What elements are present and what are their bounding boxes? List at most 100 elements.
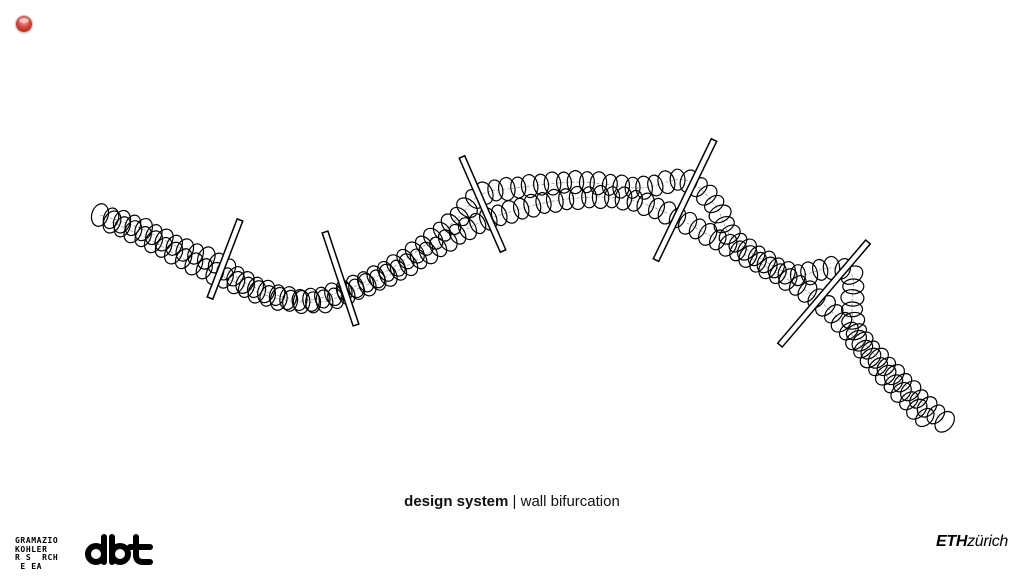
brick — [840, 301, 864, 318]
brick — [876, 356, 897, 377]
logo-line-1: GRAMAZIO — [15, 536, 59, 545]
brick — [842, 278, 865, 295]
logo-line-4: E EA — [15, 561, 43, 571]
brick — [647, 174, 664, 197]
brick — [369, 269, 387, 291]
brick — [830, 311, 853, 333]
brick — [581, 186, 598, 209]
brick — [543, 171, 562, 196]
brick — [558, 188, 575, 211]
support-plate — [458, 154, 507, 254]
brick — [366, 265, 386, 289]
brick — [302, 287, 320, 312]
brick — [292, 289, 311, 315]
record-button[interactable] — [16, 16, 32, 32]
brick — [738, 245, 758, 268]
brick — [868, 357, 888, 377]
brick — [777, 260, 796, 285]
brick — [226, 270, 246, 295]
eth-logo-rest: zürich — [967, 533, 1008, 550]
brick — [890, 381, 912, 403]
brick — [769, 263, 787, 285]
brick — [523, 193, 542, 218]
logo-line-2: KOHLER — [15, 544, 48, 554]
support-plate — [776, 239, 872, 349]
brick — [838, 321, 859, 341]
brick — [409, 248, 428, 270]
brick — [840, 289, 865, 307]
brick — [545, 188, 564, 213]
brick — [386, 254, 406, 277]
brick — [788, 275, 807, 296]
brick — [357, 273, 377, 297]
brick — [718, 233, 738, 257]
brick — [853, 339, 874, 359]
brick — [268, 284, 286, 307]
support-plate — [321, 230, 360, 327]
caption-rest: wall bifurcation — [520, 493, 620, 510]
brick — [811, 258, 829, 281]
brick — [259, 285, 277, 307]
brick — [196, 246, 216, 270]
brick — [520, 174, 539, 199]
brick — [883, 374, 904, 394]
brick — [568, 185, 587, 211]
brick — [90, 203, 110, 227]
logo-line-3: R S RCH — [15, 553, 59, 562]
brick — [909, 389, 929, 409]
brick — [102, 210, 122, 234]
brick — [154, 236, 173, 258]
brick — [497, 176, 516, 202]
brick — [647, 197, 666, 220]
brick — [205, 261, 225, 286]
brick — [348, 278, 366, 300]
brick — [696, 184, 718, 206]
brick — [851, 331, 874, 352]
brick — [749, 251, 767, 273]
support-plate — [206, 217, 244, 301]
brick — [604, 186, 621, 209]
brick — [134, 226, 152, 248]
eth-logo-bold: ETH — [936, 533, 968, 550]
brick — [404, 241, 425, 264]
brick — [578, 171, 595, 194]
brick — [709, 229, 727, 251]
brick — [767, 257, 786, 279]
gramazio-kohler-logo: GRAMAZIO KOHLER R S RCH E EA — [15, 536, 59, 571]
brick — [824, 304, 844, 324]
brick — [789, 264, 806, 287]
brick — [237, 276, 255, 298]
brick — [449, 206, 470, 227]
brick — [418, 241, 439, 265]
brick — [429, 236, 448, 258]
brick — [124, 214, 142, 237]
brick — [457, 217, 478, 241]
wall-supports — [206, 137, 872, 349]
brick — [657, 170, 676, 195]
brick — [432, 221, 452, 242]
caption-bold: design system — [404, 493, 509, 510]
brick — [456, 197, 478, 219]
brick — [704, 194, 725, 214]
brick — [398, 253, 419, 277]
brick — [635, 175, 653, 200]
brick — [282, 289, 299, 312]
brick — [636, 192, 655, 217]
brick — [899, 391, 919, 411]
brick — [915, 407, 935, 428]
brick — [389, 259, 408, 281]
brick — [589, 171, 608, 196]
brick — [756, 250, 777, 274]
brick — [501, 200, 520, 224]
brick — [123, 220, 143, 244]
brick — [591, 184, 610, 210]
brick — [713, 215, 735, 234]
caption: design system | wall bifurcation — [0, 493, 1024, 510]
brick — [614, 186, 633, 211]
brick — [533, 173, 550, 196]
brick — [926, 404, 946, 425]
brick — [566, 170, 585, 195]
brick — [698, 222, 718, 246]
brick — [845, 329, 868, 351]
brick — [512, 197, 530, 220]
